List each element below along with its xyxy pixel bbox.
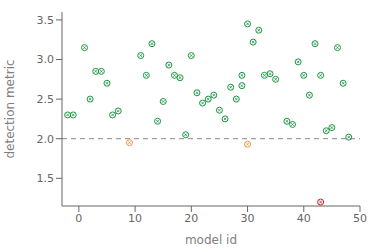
svg-text:detection metric: detection metric — [8, 59, 17, 158]
svg-text:30: 30 — [241, 212, 255, 225]
svg-text:2.0: 2.0 — [37, 133, 55, 146]
svg-text:3.5: 3.5 — [37, 14, 55, 27]
svg-text:3.0: 3.0 — [37, 53, 55, 66]
svg-text:20: 20 — [184, 212, 198, 225]
svg-text:50: 50 — [353, 212, 367, 225]
svg-text:0: 0 — [75, 212, 82, 225]
svg-text:model id: model id — [185, 233, 237, 247]
svg-text:2.5: 2.5 — [37, 93, 55, 106]
svg-text:10: 10 — [128, 212, 142, 225]
svg-text:40: 40 — [297, 212, 311, 225]
svg-text:1.5: 1.5 — [37, 172, 55, 185]
